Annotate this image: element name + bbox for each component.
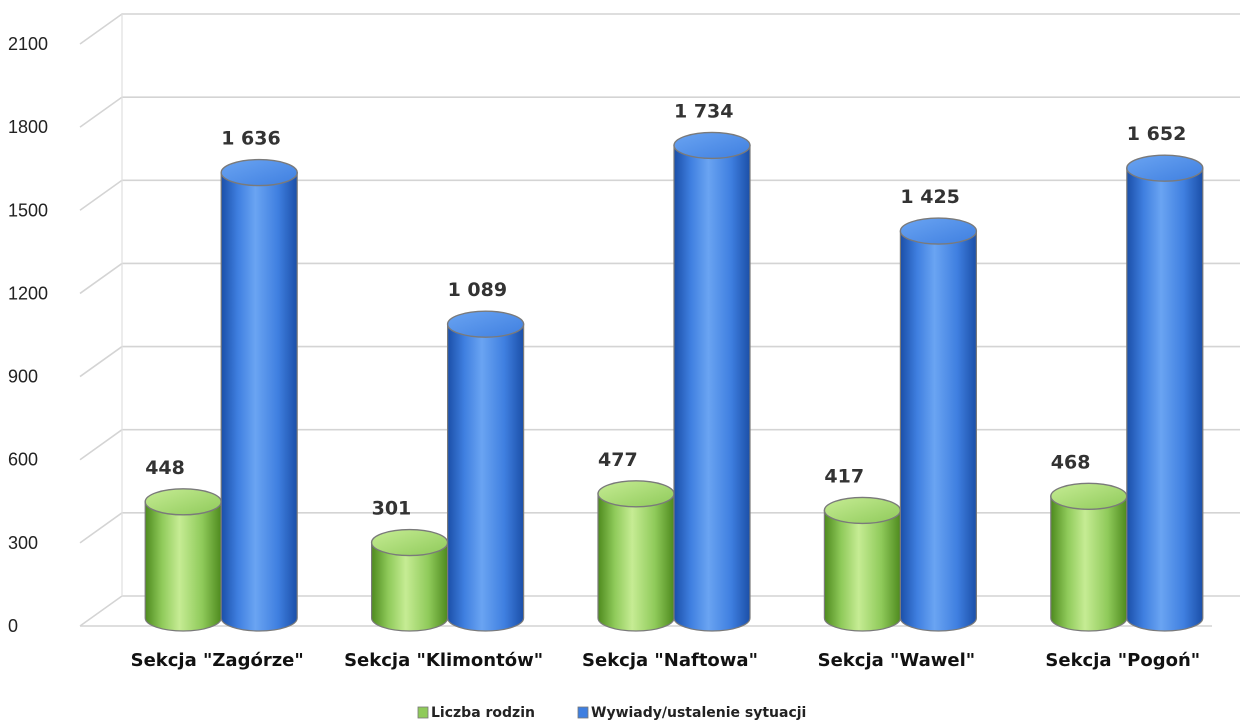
bar-body [447,323,525,632]
legend-swatch [417,706,429,719]
bar-top [144,488,222,516]
bar-top [446,310,525,338]
data-label: 417 [824,465,864,487]
bar-top [370,528,449,557]
data-label: 1 734 [674,100,734,122]
legend-label: Wywiady/ustalenie sytuacji [591,705,806,721]
bar-liczba-rodzin [597,480,675,632]
x-category-label: Sekcja "Naftowa" [582,650,758,671]
bar-top [673,131,751,160]
gridline [79,13,1240,45]
bar-top [899,217,978,245]
data-label: 301 [372,498,412,520]
bar-wywiady [899,217,978,632]
bar-wywiady [673,131,751,632]
legend-swatch [577,706,589,719]
bar-liczba-rodzin [823,496,902,632]
legend: Liczba rodzin Wywiady/ustalenie sytuacji [417,705,806,721]
bar-liczba-rodzin [370,528,449,632]
bars-layer [144,131,1204,632]
x-axis-categories: Sekcja "Zagórze" Sekcja "Klimontów" Sekcja… [131,650,1201,671]
data-label: 477 [598,449,638,471]
y-tick-label: 1800 [8,117,48,137]
y-tick-label: 2100 [8,34,48,54]
data-label: 448 [145,457,185,479]
bar-body [673,144,751,632]
data-label: 1 425 [900,186,960,208]
data-label: 1 089 [448,279,508,301]
bar-wywiady [1126,154,1204,632]
legend-label: Liczba rodzin [431,705,535,721]
bar-top [823,496,902,525]
bar-liczba-rodzin [1050,482,1128,632]
bar-body [371,541,449,632]
bar-body [823,509,901,632]
bar-body [1050,495,1128,632]
y-tick-label: 1500 [8,200,48,220]
bar-body [899,230,977,632]
bar-body [144,501,222,632]
bar-top [220,158,298,187]
bar-liczba-rodzin [144,488,222,632]
bar-wywiady [220,158,298,632]
y-tick-label: 900 [8,367,38,387]
data-label: 468 [1051,451,1091,473]
bar-body [220,171,298,632]
y-tick-label: 1200 [8,283,48,303]
x-category-label: Sekcja "Wawel" [818,650,976,671]
bar-wywiady [446,310,525,632]
x-category-label: Sekcja "Pogoń" [1045,650,1200,671]
bar-top [597,480,675,508]
data-labels-layer: 448 1 636 301 1 089 477 1 734 417 1 425 468 1 652 [145,100,1186,519]
x-category-label: Sekcja "Zagórze" [131,650,304,671]
data-label: 1 652 [1127,123,1187,145]
bar-body [1126,167,1204,632]
data-label: 1 636 [221,128,281,150]
bar-top [1126,154,1204,182]
gridline [79,96,1240,128]
y-tick-label: 0 [8,616,18,636]
bar-body [597,493,675,632]
y-tick-label: 300 [8,533,38,553]
y-tick-label: 600 [8,450,38,470]
y-axis-ticks: 0 300 600 900 1200 1500 1800 2100 [8,34,48,636]
x-category-label: Sekcja "Klimontów" [344,650,543,671]
bar-top [1050,482,1128,510]
